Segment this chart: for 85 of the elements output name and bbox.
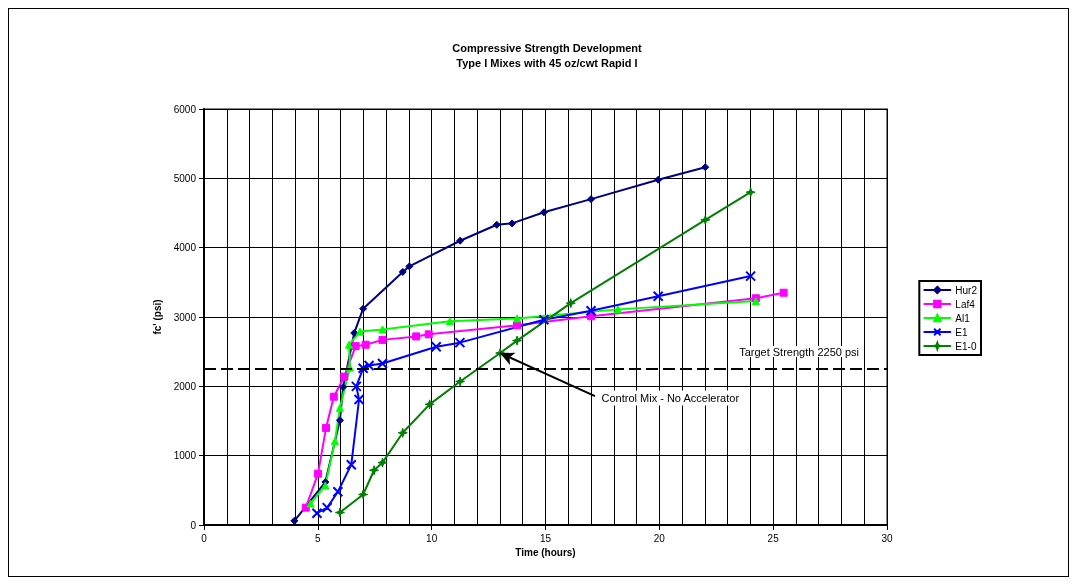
y-tick-label: 3000 [173, 311, 197, 323]
point [361, 340, 370, 349]
point [565, 298, 576, 309]
point [508, 219, 517, 228]
x-tick-label: 0 [201, 532, 208, 544]
legend-label: E1 [955, 326, 968, 338]
point [378, 335, 387, 344]
point [613, 305, 622, 314]
point [424, 330, 433, 339]
point [363, 360, 375, 372]
point [397, 427, 408, 438]
point [512, 335, 523, 346]
point [654, 175, 663, 184]
point [330, 437, 339, 446]
point [398, 267, 407, 276]
y-tick-label: 2000 [173, 380, 197, 392]
point [745, 187, 756, 198]
point [700, 214, 711, 225]
point [335, 403, 344, 412]
point [332, 486, 344, 498]
point [334, 507, 345, 518]
legend-label: Laf4 [955, 298, 976, 310]
point [405, 262, 414, 271]
x-tick-label: 30 [881, 532, 893, 544]
point [345, 459, 357, 471]
point [345, 340, 354, 349]
point [424, 399, 435, 410]
y-axis-title: fc' (psi) [151, 299, 163, 335]
annotation: Control Mix - No Accelerator [601, 392, 740, 405]
point [321, 481, 330, 490]
x-tick-label: 15 [539, 532, 552, 544]
point [350, 328, 359, 337]
legend-label: Hur2 [955, 284, 978, 296]
chart-subtitle: Type I Mixes with 45 oz/cwt Rapid I [456, 56, 638, 69]
point [321, 502, 333, 514]
y-tick-label: 5000 [173, 172, 197, 184]
point [359, 304, 368, 313]
point [652, 290, 664, 302]
x-tick-label: 20 [653, 532, 666, 544]
y-tick-label: 0 [190, 519, 197, 531]
point [353, 394, 365, 406]
legend-label: Al1 [955, 312, 971, 324]
point [538, 314, 550, 326]
point [585, 305, 597, 317]
point [539, 208, 548, 217]
point [412, 332, 421, 341]
point [351, 342, 360, 351]
y-tick-label: 1000 [173, 450, 197, 462]
point [335, 416, 344, 425]
point [513, 314, 522, 323]
point [779, 288, 788, 297]
ref-line-label: Target Strength 2250 psi [739, 345, 859, 358]
x-tick-label: 10 [426, 532, 438, 544]
point [587, 195, 596, 204]
point [455, 376, 466, 387]
point [745, 270, 757, 282]
point [357, 362, 369, 374]
point [376, 357, 388, 369]
point [339, 383, 348, 392]
point [377, 457, 388, 468]
point [290, 516, 299, 525]
point [454, 337, 466, 349]
y-tick-label: 6000 [173, 103, 197, 115]
point [378, 325, 387, 334]
x-tick-label: 25 [767, 532, 780, 544]
point [445, 317, 454, 326]
point [311, 507, 323, 519]
x-axis-title: Time (hours) [515, 547, 576, 559]
point [329, 392, 338, 401]
point [314, 469, 323, 478]
chart-title: Compressive Strength Development [452, 41, 643, 54]
y-tick-label: 4000 [173, 242, 197, 254]
point [456, 236, 465, 245]
point [340, 372, 349, 381]
point [369, 465, 380, 476]
point [350, 380, 362, 392]
x-tick-label: 5 [315, 532, 322, 544]
point [355, 327, 364, 336]
point [492, 220, 501, 229]
legend-label: E1-0 [955, 340, 977, 352]
point [358, 489, 369, 500]
point [306, 499, 315, 508]
point [701, 163, 710, 172]
point [322, 423, 331, 432]
point [430, 341, 442, 353]
